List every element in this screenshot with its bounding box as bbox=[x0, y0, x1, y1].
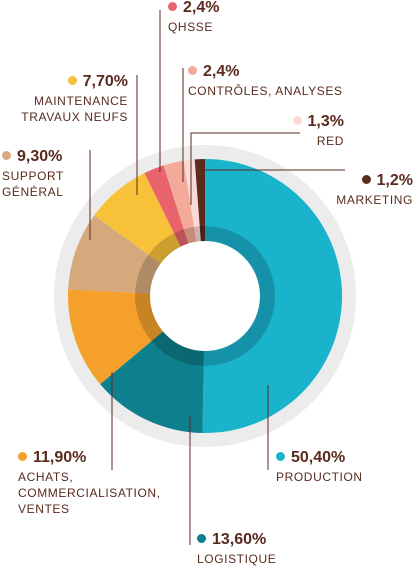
label: 11,90% ACHATS, COMMERCIALISATION, VENTES bbox=[18, 449, 161, 517]
label: 2,4% QHSSE bbox=[168, 0, 219, 35]
value-label: 9,30% bbox=[17, 148, 63, 165]
value-label: 13,60% bbox=[212, 531, 267, 548]
label: 50,40% PRODUCTION bbox=[276, 449, 363, 485]
category-label: LOGISTIQUE bbox=[197, 552, 277, 566]
category-label: MAINTENANCE TRAVAUX NEUFS bbox=[21, 94, 128, 124]
value-label: 50,40% bbox=[291, 449, 346, 466]
leaders bbox=[89, 10, 345, 545]
value-row: 1,3% bbox=[292, 113, 344, 131]
value-row: 1,2% bbox=[336, 172, 413, 190]
legend-dot bbox=[168, 2, 177, 11]
legend-dot bbox=[361, 175, 371, 184]
value-row: 9,30% bbox=[2, 148, 64, 166]
slice bbox=[202, 159, 342, 433]
category-label: PRODUCTION bbox=[276, 470, 363, 484]
label: 9,30% SUPPORT GÉNÉRAL bbox=[2, 148, 64, 200]
legend-dot bbox=[292, 116, 302, 125]
category-label: QHSSE bbox=[168, 20, 214, 34]
category-label: MARKETING bbox=[336, 193, 413, 207]
category-label: CONTRÔLES, ANALYSES bbox=[188, 84, 343, 98]
legend-dot bbox=[197, 534, 206, 543]
label: 2,4% CONTRÔLES, ANALYSES bbox=[188, 63, 343, 99]
legend-dot bbox=[276, 452, 285, 461]
value-label: 1,2% bbox=[376, 172, 413, 189]
leader-line bbox=[190, 132, 300, 205]
category-label: RED bbox=[316, 134, 344, 148]
label: 1,2% MARKETING bbox=[336, 172, 413, 208]
value-label: 2,4% bbox=[183, 0, 220, 16]
legend-dot bbox=[188, 66, 197, 75]
hole bbox=[150, 241, 260, 351]
category-label: SUPPORT GÉNÉRAL bbox=[2, 169, 64, 199]
label: 7,70% MAINTENANCE TRAVAUX NEUFS bbox=[21, 73, 128, 125]
value-label: 1,3% bbox=[307, 113, 344, 130]
label: 1,3% RED bbox=[292, 113, 344, 149]
label: 13,60% LOGISTIQUE bbox=[197, 531, 276, 567]
legend-dot bbox=[67, 76, 77, 85]
value-label: 11,90% bbox=[33, 449, 87, 466]
legend-dot bbox=[2, 151, 11, 160]
value-label: 2,4% bbox=[203, 63, 240, 80]
value-row: 2,4% bbox=[168, 0, 219, 17]
value-row: 50,40% bbox=[276, 449, 363, 467]
value-row: 2,4% bbox=[188, 63, 343, 81]
legend-dot bbox=[18, 452, 27, 461]
value-row: 7,70% bbox=[21, 73, 128, 91]
value-label: 7,70% bbox=[82, 73, 128, 90]
value-row: 11,90% bbox=[18, 449, 161, 467]
value-row: 13,60% bbox=[197, 531, 276, 549]
category-label: ACHATS, COMMERCIALISATION, VENTES bbox=[18, 470, 161, 516]
